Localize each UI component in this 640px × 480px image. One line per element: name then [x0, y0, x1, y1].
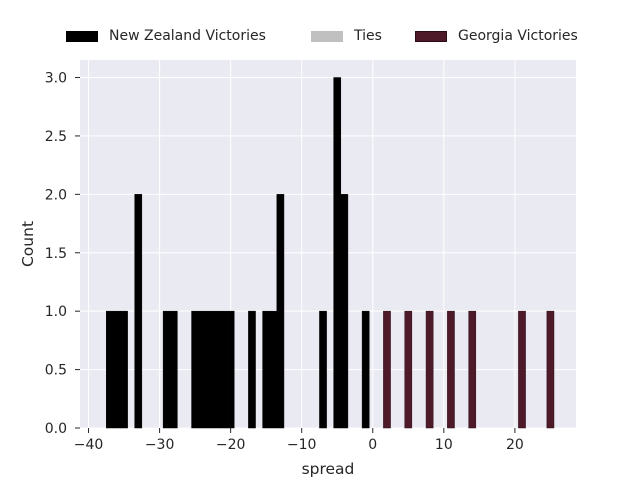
legend-label-new-zealand: New Zealand Victories	[109, 28, 266, 44]
y-tick-label: 2.0	[45, 187, 67, 203]
legend-swatch-georgia	[415, 30, 447, 42]
legend-swatch-new-zealand	[66, 30, 98, 42]
legend-label-ties: Ties	[354, 28, 382, 44]
y-tick-label: 0.5	[45, 363, 67, 379]
y-axis-ticks: 0.0 0.5 1.0 1.5 2.0 2.5 3.0	[45, 71, 80, 437]
bar	[248, 310, 256, 429]
legend: New Zealand Victories Ties Georgia Victo…	[0, 26, 640, 46]
bar	[191, 310, 199, 429]
bar	[262, 310, 270, 429]
x-tick-label: 0	[368, 437, 377, 453]
bar	[219, 310, 228, 429]
bar	[468, 310, 477, 429]
bar	[205, 310, 214, 429]
x-tick-label: 10	[435, 437, 453, 453]
bar	[333, 77, 342, 429]
bar	[106, 310, 114, 429]
x-tick-label: −10	[287, 437, 317, 453]
y-tick-label: 0.0	[45, 421, 67, 437]
bar	[425, 310, 434, 429]
bar	[226, 310, 235, 429]
y-tick-label: 1.5	[45, 246, 67, 262]
x-axis-label: spread	[302, 460, 355, 478]
bars	[106, 77, 555, 429]
plot-area	[80, 60, 576, 428]
bar	[162, 310, 171, 429]
x-tick-label: −20	[216, 437, 246, 453]
legend-item-new-zealand: New Zealand Victories	[66, 26, 266, 46]
legend-item-georgia: Georgia Victories	[415, 26, 578, 46]
bar	[212, 310, 221, 429]
bar	[198, 310, 207, 429]
y-tick-label: 2.5	[45, 129, 67, 145]
legend-swatch-ties	[311, 30, 343, 42]
x-tick-label: −30	[145, 437, 175, 453]
bar	[518, 310, 526, 429]
bar	[404, 310, 413, 429]
bar	[134, 194, 143, 429]
x-tick-label: 20	[506, 437, 524, 453]
y-tick-label: 1.0	[45, 304, 67, 320]
bar	[113, 310, 121, 429]
legend-label-georgia: Georgia Victories	[458, 28, 578, 44]
bar	[269, 310, 278, 429]
bar	[340, 194, 349, 429]
bar	[361, 310, 370, 429]
y-axis-label: Count	[19, 221, 37, 267]
bar	[383, 310, 391, 429]
bar	[447, 310, 455, 429]
x-axis-ticks: −40 −30 −20 −10 0 10 20	[74, 428, 524, 453]
bar	[276, 194, 285, 429]
legend-item-ties: Ties	[311, 26, 382, 46]
bar	[319, 310, 327, 429]
y-tick-label: 3.0	[45, 71, 67, 87]
bar	[120, 310, 128, 429]
x-tick-label: −40	[74, 437, 104, 453]
bar	[169, 310, 178, 429]
bar	[546, 310, 555, 429]
